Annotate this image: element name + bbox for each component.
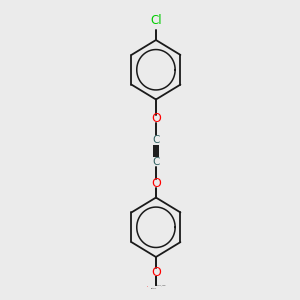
Text: O: O <box>151 266 161 279</box>
Text: O: O <box>147 286 148 287</box>
Text: O: O <box>151 112 161 125</box>
Text: O: O <box>151 177 161 190</box>
Text: methoxy: methoxy <box>151 287 158 289</box>
Text: C: C <box>152 135 160 145</box>
Text: methoxy_label: methoxy_label <box>156 285 166 286</box>
Text: C: C <box>152 157 160 167</box>
Text: Cl: Cl <box>150 14 162 27</box>
